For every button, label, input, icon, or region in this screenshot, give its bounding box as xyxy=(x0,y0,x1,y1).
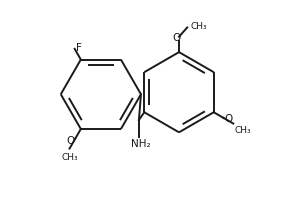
Text: O: O xyxy=(225,113,233,123)
Text: CH₃: CH₃ xyxy=(190,22,207,31)
Text: O: O xyxy=(66,135,74,145)
Text: CH₃: CH₃ xyxy=(61,152,78,161)
Text: F: F xyxy=(76,43,82,53)
Text: NH₂: NH₂ xyxy=(131,138,151,148)
Text: CH₃: CH₃ xyxy=(234,125,251,134)
Text: O: O xyxy=(173,33,181,42)
